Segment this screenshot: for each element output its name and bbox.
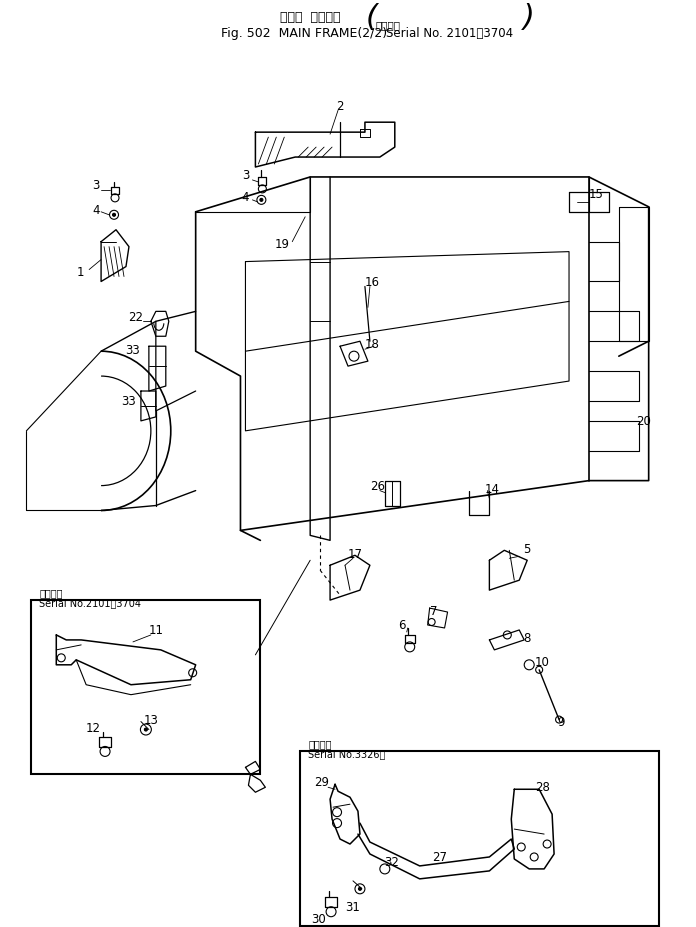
Text: 26: 26 bbox=[370, 479, 386, 492]
Circle shape bbox=[358, 887, 361, 890]
Text: 15: 15 bbox=[589, 188, 604, 201]
Circle shape bbox=[113, 214, 116, 217]
Text: 22: 22 bbox=[129, 311, 143, 324]
Text: 4: 4 bbox=[242, 191, 249, 204]
Bar bbox=[31, 601, 260, 774]
Text: 29: 29 bbox=[315, 775, 330, 788]
Text: 3: 3 bbox=[242, 170, 249, 183]
Text: 32: 32 bbox=[384, 856, 400, 869]
Text: 14: 14 bbox=[485, 483, 500, 496]
Text: 3: 3 bbox=[93, 179, 100, 192]
Text: 6: 6 bbox=[398, 619, 406, 632]
Text: 28: 28 bbox=[535, 780, 550, 793]
Text: 12: 12 bbox=[86, 721, 101, 734]
Text: 1: 1 bbox=[77, 266, 84, 279]
Text: 27: 27 bbox=[432, 851, 447, 864]
Text: 33: 33 bbox=[125, 343, 141, 356]
Text: Serial No.3326～: Serial No.3326～ bbox=[308, 749, 386, 758]
Text: 適用号機: 適用号機 bbox=[308, 739, 332, 749]
Text: 9: 9 bbox=[557, 716, 565, 729]
Text: メイン  フレーム: メイン フレーム bbox=[280, 11, 340, 24]
Text: ): ) bbox=[523, 3, 535, 32]
Text: 31: 31 bbox=[345, 900, 361, 913]
Text: 17: 17 bbox=[347, 547, 363, 560]
Text: 5: 5 bbox=[523, 542, 531, 555]
Text: 8: 8 bbox=[523, 631, 531, 645]
Text: (: ( bbox=[366, 3, 378, 32]
Text: 7: 7 bbox=[430, 603, 437, 616]
Text: 4: 4 bbox=[93, 204, 100, 217]
Text: 2: 2 bbox=[336, 100, 344, 113]
Text: 適用号機: 適用号機 bbox=[375, 20, 400, 31]
Text: Serial No.2101～3704: Serial No.2101～3704 bbox=[40, 597, 141, 607]
Bar bbox=[300, 752, 658, 926]
Text: 10: 10 bbox=[535, 655, 550, 668]
Circle shape bbox=[260, 199, 263, 202]
Text: 30: 30 bbox=[310, 912, 326, 925]
Circle shape bbox=[144, 729, 148, 731]
Text: 19: 19 bbox=[275, 238, 290, 251]
Text: 13: 13 bbox=[143, 713, 158, 726]
Text: 16: 16 bbox=[365, 275, 379, 288]
Text: 適用号機: 適用号機 bbox=[40, 588, 63, 598]
Text: 33: 33 bbox=[122, 395, 136, 408]
Text: 20: 20 bbox=[636, 415, 651, 428]
Text: Serial No. 2101～3704: Serial No. 2101～3704 bbox=[386, 27, 513, 40]
Text: 18: 18 bbox=[365, 337, 379, 350]
Text: 11: 11 bbox=[148, 624, 164, 637]
Text: Fig. 502  MAIN FRAME(2/2): Fig. 502 MAIN FRAME(2/2) bbox=[221, 27, 387, 40]
